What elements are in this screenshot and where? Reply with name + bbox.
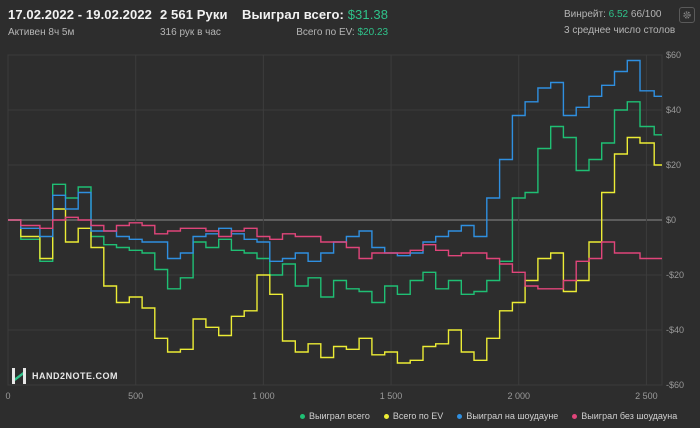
legend-item-0[interactable]: Выиграл всего (300, 411, 370, 421)
series-line-3 (8, 216, 662, 290)
legend-label: Всего по EV (392, 411, 444, 421)
x-tick-label: 1 000 (252, 391, 275, 401)
brand-logo: HAND2NOTE.COM (12, 368, 118, 384)
date-range: 17.02.2022 - 19.02.2022 (8, 7, 152, 22)
y-tick-label: -$60 (666, 380, 684, 390)
hands-stat: 2 561 Руки 316 рук в час (160, 7, 228, 38)
logo-text: HAND2NOTE.COM (32, 371, 119, 381)
legend-label: Выиграл на шоудауне (466, 411, 559, 421)
y-tick-label: -$20 (666, 270, 684, 280)
series-lines (8, 59, 662, 364)
winrate-suffix: 66/100 (630, 9, 662, 20)
legend-item-3[interactable]: Выиграл без шоудауна (572, 411, 677, 421)
legend: Выиграл всего Всего по EV Выиграл на шоуда… (300, 409, 677, 423)
x-tick-label: 500 (128, 391, 143, 401)
x-tick-label: 2 000 (507, 391, 530, 401)
y-tick-label: -$40 (666, 325, 684, 335)
legend-item-2[interactable]: Выиграл на шоудауне (457, 411, 558, 421)
gear-icon (683, 11, 691, 19)
y-tick-label: $0 (666, 215, 676, 225)
winrate-label: Винрейт: (564, 9, 606, 20)
active-time: Активен 8ч 5м (8, 27, 75, 38)
logo-icon (12, 368, 26, 384)
avg-tables: 3 среднее число столов (564, 25, 676, 36)
series-line-0 (8, 101, 662, 304)
y-axis: $60 $40 $20 $0 -$20 -$40 -$60 (666, 50, 684, 390)
winrate-stat: Винрейт: 6.52 66/100 3 среднее число сто… (564, 9, 675, 36)
won-label: Выиграл всего: (242, 7, 344, 22)
x-tick-label: 2 500 (635, 391, 658, 401)
hands-count: 2 561 Руки (160, 7, 228, 22)
legend-item-1[interactable]: Всего по EV (383, 411, 444, 421)
hands-per-hour: 316 рук в час (160, 27, 221, 38)
winrate-value: 6.52 (608, 9, 629, 20)
legend-dot-icon (300, 413, 305, 419)
x-tick-label: 0 (5, 391, 10, 401)
x-tick-label: 1 500 (380, 391, 403, 401)
series-line-1 (8, 136, 662, 364)
legend-label: Выиграл всего (309, 411, 370, 421)
y-tick-label: $60 (666, 50, 681, 60)
session-stat: 17.02.2022 - 19.02.2022 Активен 8ч 5м (8, 7, 152, 38)
settings-button[interactable] (679, 7, 695, 23)
y-tick-label: $40 (666, 105, 681, 115)
legend-label: Выиграл без шоудауна (581, 411, 678, 421)
legend-dot-icon (457, 413, 463, 419)
legend-dot-icon (383, 413, 389, 419)
x-axis: 0 500 1 000 1 500 2 000 2 500 (5, 391, 657, 401)
ev-label: Всего по EV: (296, 27, 355, 38)
ev-value: $20.23 (357, 27, 389, 38)
stats-header: 17.02.2022 - 19.02.2022 Активен 8ч 5м 2 … (0, 0, 700, 44)
won-value: $31.38 (347, 7, 389, 22)
won-stat: Выиграл всего: $31.38 Всего по EV: $20.2… (242, 7, 388, 38)
y-tick-label: $20 (666, 160, 681, 170)
legend-dot-icon (572, 413, 578, 419)
